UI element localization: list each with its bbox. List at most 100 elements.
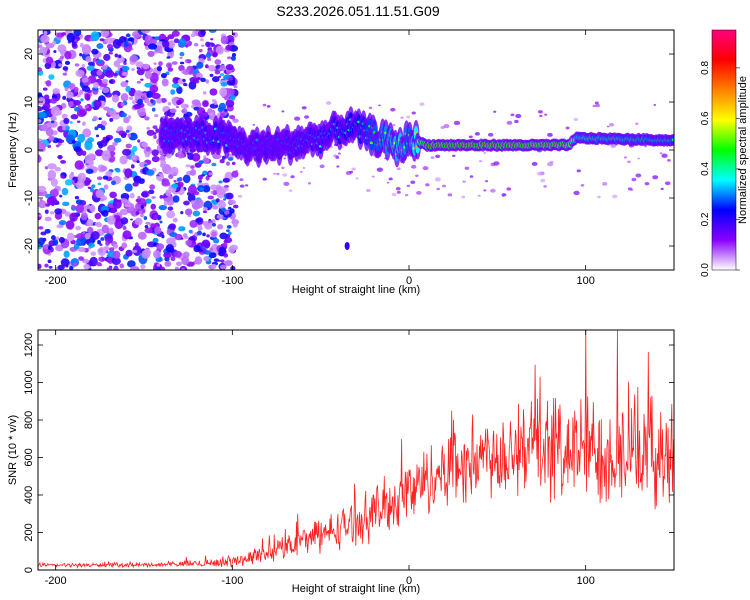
noise-blob: [50, 116, 57, 121]
noise-blob: [635, 173, 642, 178]
noise-blob: [487, 132, 494, 137]
noise-blob: [137, 139, 141, 143]
noise-blob: [133, 103, 142, 110]
noise-blob: [120, 192, 130, 200]
noise-blob: [147, 43, 158, 50]
colorbar-tick-label: 0.8: [700, 61, 711, 75]
noise-blob: [411, 111, 416, 115]
noise-blob: [105, 69, 115, 78]
noise-blob: [84, 154, 94, 165]
noise-blob: [506, 120, 513, 125]
noise-blob: [281, 166, 285, 170]
noise-blob: [170, 256, 176, 262]
noise-blob: [193, 42, 199, 47]
noise-blob: [146, 169, 155, 176]
noise-blob: [86, 168, 94, 175]
noise-blob: [44, 263, 49, 268]
noise-blob: [210, 38, 214, 41]
noise-blob: [183, 83, 188, 87]
noise-blob: [38, 140, 44, 149]
noise-blob: [97, 247, 107, 256]
noise-blob: [124, 168, 133, 179]
noise-blob: [62, 72, 68, 76]
noise-blob: [45, 203, 51, 207]
noise-blob: [143, 163, 148, 167]
noise-blob: [182, 78, 186, 82]
noise-blob: [145, 198, 152, 204]
noise-blob: [355, 177, 359, 180]
noise-blob: [67, 232, 75, 242]
colorbar-scale: [711, 29, 737, 271]
noise-blob: [221, 155, 226, 160]
noise-blob: [62, 201, 70, 207]
noise-blob: [226, 225, 232, 229]
noise-blob: [90, 231, 100, 240]
noise-blob: [113, 214, 119, 219]
noise-blob: [629, 188, 634, 191]
noise-blob: [185, 164, 191, 168]
noise-blob: [152, 237, 159, 243]
noise-blob: [202, 110, 206, 113]
noise-blob: [222, 177, 230, 183]
noise-blob: [302, 166, 306, 169]
noise-blob: [171, 61, 178, 65]
noise-blob: [200, 77, 206, 83]
noise-blob: [198, 48, 203, 53]
noise-blob: [166, 170, 172, 175]
noise-blob: [144, 70, 152, 79]
noise-blob: [74, 63, 80, 67]
noise-blob: [195, 218, 203, 223]
noise-blob: [111, 94, 120, 103]
noise-blob: [190, 165, 195, 169]
noise-blob: [415, 174, 419, 177]
noise-blob: [145, 221, 151, 225]
noise-blob: [430, 156, 435, 159]
noise-blob: [96, 262, 102, 267]
y-tick-label: -10: [23, 190, 35, 206]
noise-blob: [212, 205, 219, 210]
noise-blob: [170, 166, 179, 176]
noise-blob: [165, 71, 170, 76]
snr-ylabel: SNR (10 * v/v): [7, 415, 19, 485]
noise-blob: [136, 80, 142, 84]
noise-blob: [103, 53, 111, 61]
noise-blob: [76, 237, 85, 247]
noise-blob: [61, 187, 69, 196]
noise-blob: [122, 225, 127, 231]
noise-blob: [185, 69, 190, 73]
noise-blob: [183, 200, 190, 206]
noise-blob: [62, 66, 69, 71]
noise-blob: [154, 114, 159, 118]
noise-blob: [213, 238, 220, 244]
noise-blob: [396, 167, 401, 171]
noise-blob: [50, 178, 59, 187]
noise-blob: [99, 165, 108, 172]
noise-blob: [462, 180, 466, 183]
noise-blob: [116, 199, 122, 203]
noise-blob: [158, 204, 168, 211]
noise-blob: [45, 127, 54, 137]
noise-blob: [217, 224, 224, 230]
noise-blob: [182, 233, 188, 238]
noise-blob: [212, 51, 218, 58]
noise-blob: [410, 180, 416, 184]
noise-blob: [50, 120, 55, 124]
noise-blob: [631, 177, 637, 182]
noise-blob: [190, 33, 196, 38]
noise-blob: [96, 43, 104, 50]
noise-blob: [203, 250, 212, 255]
noise-blob: [215, 65, 221, 69]
noise-blob: [233, 85, 238, 89]
noise-blob: [209, 88, 218, 96]
noise-blob: [125, 143, 132, 149]
noise-blob: [178, 226, 186, 232]
noise-blob: [77, 172, 87, 183]
noise-blob: [128, 96, 134, 100]
noise-blob: [135, 211, 140, 216]
noise-blob: [207, 195, 214, 200]
noise-blob: [127, 115, 132, 119]
noise-blob: [75, 100, 81, 106]
